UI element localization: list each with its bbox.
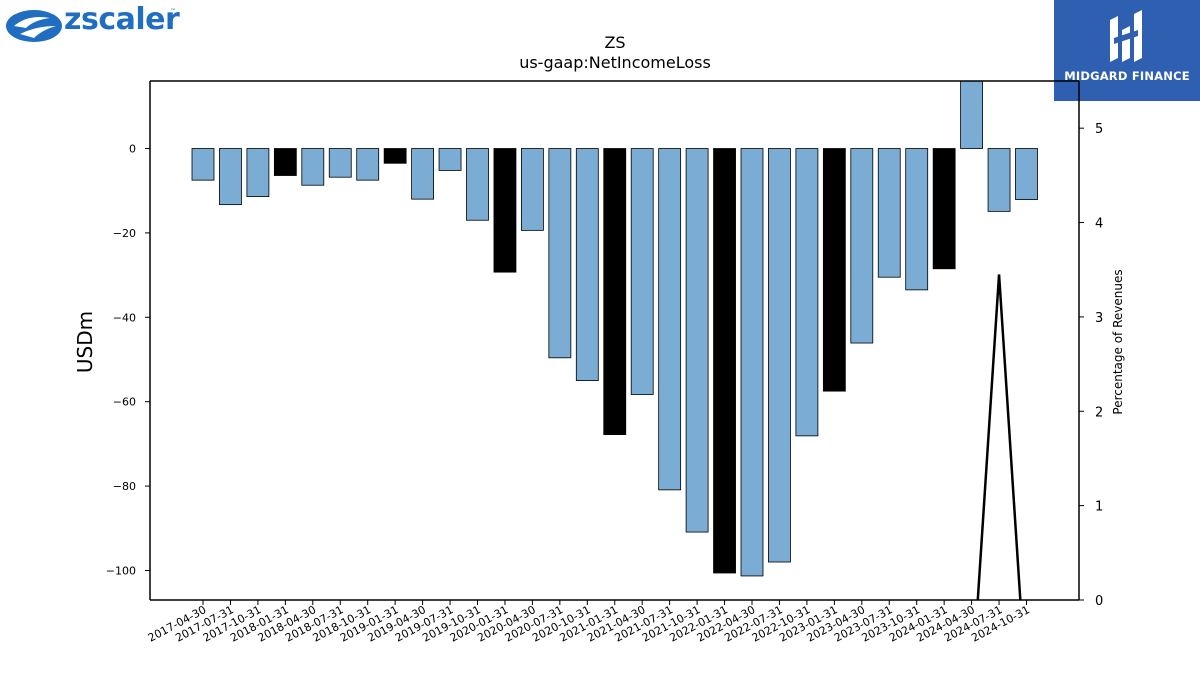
bar-2018-10-31 bbox=[328, 148, 352, 178]
bar-2024-01-31 bbox=[905, 148, 929, 291]
y-axis-label: USDm bbox=[73, 311, 97, 373]
badge-label: MIDGARD FINANCE bbox=[1064, 69, 1190, 83]
bar-2022-01-31 bbox=[685, 148, 709, 533]
bar-2018-04-30 bbox=[273, 148, 297, 176]
bar-2023-01-31 bbox=[795, 148, 819, 437]
bar-2021-07-31 bbox=[630, 148, 654, 395]
y2-tick-label: 0 bbox=[1095, 594, 1103, 609]
y-tick-label: −20 bbox=[113, 227, 136, 240]
bar-2020-01-31 bbox=[466, 148, 489, 221]
y-tick-label: −80 bbox=[113, 480, 136, 493]
bar-2024-10-31+ bbox=[1015, 148, 1038, 200]
midgard-logo-icon bbox=[1110, 10, 1142, 62]
bar-2017-07-31 bbox=[191, 148, 215, 181]
bar-2024-10-31 bbox=[987, 148, 1011, 212]
zscaler-logo bbox=[6, 10, 62, 42]
y2-axis-label: Percentage of Revenues bbox=[1111, 269, 1125, 414]
percentage-line-series bbox=[976, 274, 1022, 600]
bar-2021-01-31 bbox=[575, 148, 599, 381]
bar-2021-10-31 bbox=[658, 148, 682, 491]
y-tick-label: −40 bbox=[113, 311, 136, 324]
logo-wordmark: zscaler bbox=[64, 2, 180, 37]
bar-2018-07-31 bbox=[301, 148, 325, 186]
y2-tick-label: 1 bbox=[1095, 500, 1103, 515]
bar-series bbox=[191, 80, 1038, 577]
bar-2022-10-31 bbox=[768, 148, 791, 563]
bar-2020-07-31 bbox=[521, 148, 544, 231]
percentage-line bbox=[976, 274, 1022, 600]
bar-2024-04-30 bbox=[932, 148, 956, 270]
bar-2020-10-31 bbox=[548, 148, 572, 359]
chart-subtitle: us-gaap:NetIncomeLoss bbox=[519, 53, 711, 72]
y2-tick-label: 3 bbox=[1095, 311, 1103, 326]
logo-trademark: ™ bbox=[170, 8, 176, 15]
bar-2021-04-30 bbox=[603, 148, 627, 435]
bar-2019-01-31 bbox=[356, 148, 380, 181]
bar-2022-04-30 bbox=[713, 148, 736, 574]
y-tick-label: −60 bbox=[113, 396, 136, 409]
midgard-badge: MIDGARD FINANCE bbox=[1054, 0, 1200, 101]
bar-2023-04-30 bbox=[822, 148, 846, 392]
y-tick-label: 0 bbox=[129, 143, 136, 156]
bar-2019-04-30 bbox=[383, 148, 407, 164]
bar-2023-07-31 bbox=[850, 148, 874, 344]
bar-2019-10-31 bbox=[438, 148, 462, 171]
bar-2022-07-31 bbox=[740, 148, 764, 577]
bar-2023-10-31 bbox=[877, 148, 901, 278]
bar-2024-07-31 bbox=[960, 80, 983, 149]
y2-tick-label: 2 bbox=[1095, 405, 1103, 420]
bar-2019-07-31 bbox=[411, 148, 435, 200]
y-tick-label: −100 bbox=[106, 564, 136, 577]
bar-2018-01-31 bbox=[246, 148, 270, 198]
y2-tick-label: 5 bbox=[1095, 122, 1103, 137]
bar-2020-04-30 bbox=[493, 148, 517, 273]
bar-2017-10-31 bbox=[219, 148, 242, 206]
chart-title: ZS bbox=[604, 33, 625, 52]
y2-tick-label: 4 bbox=[1095, 217, 1103, 232]
